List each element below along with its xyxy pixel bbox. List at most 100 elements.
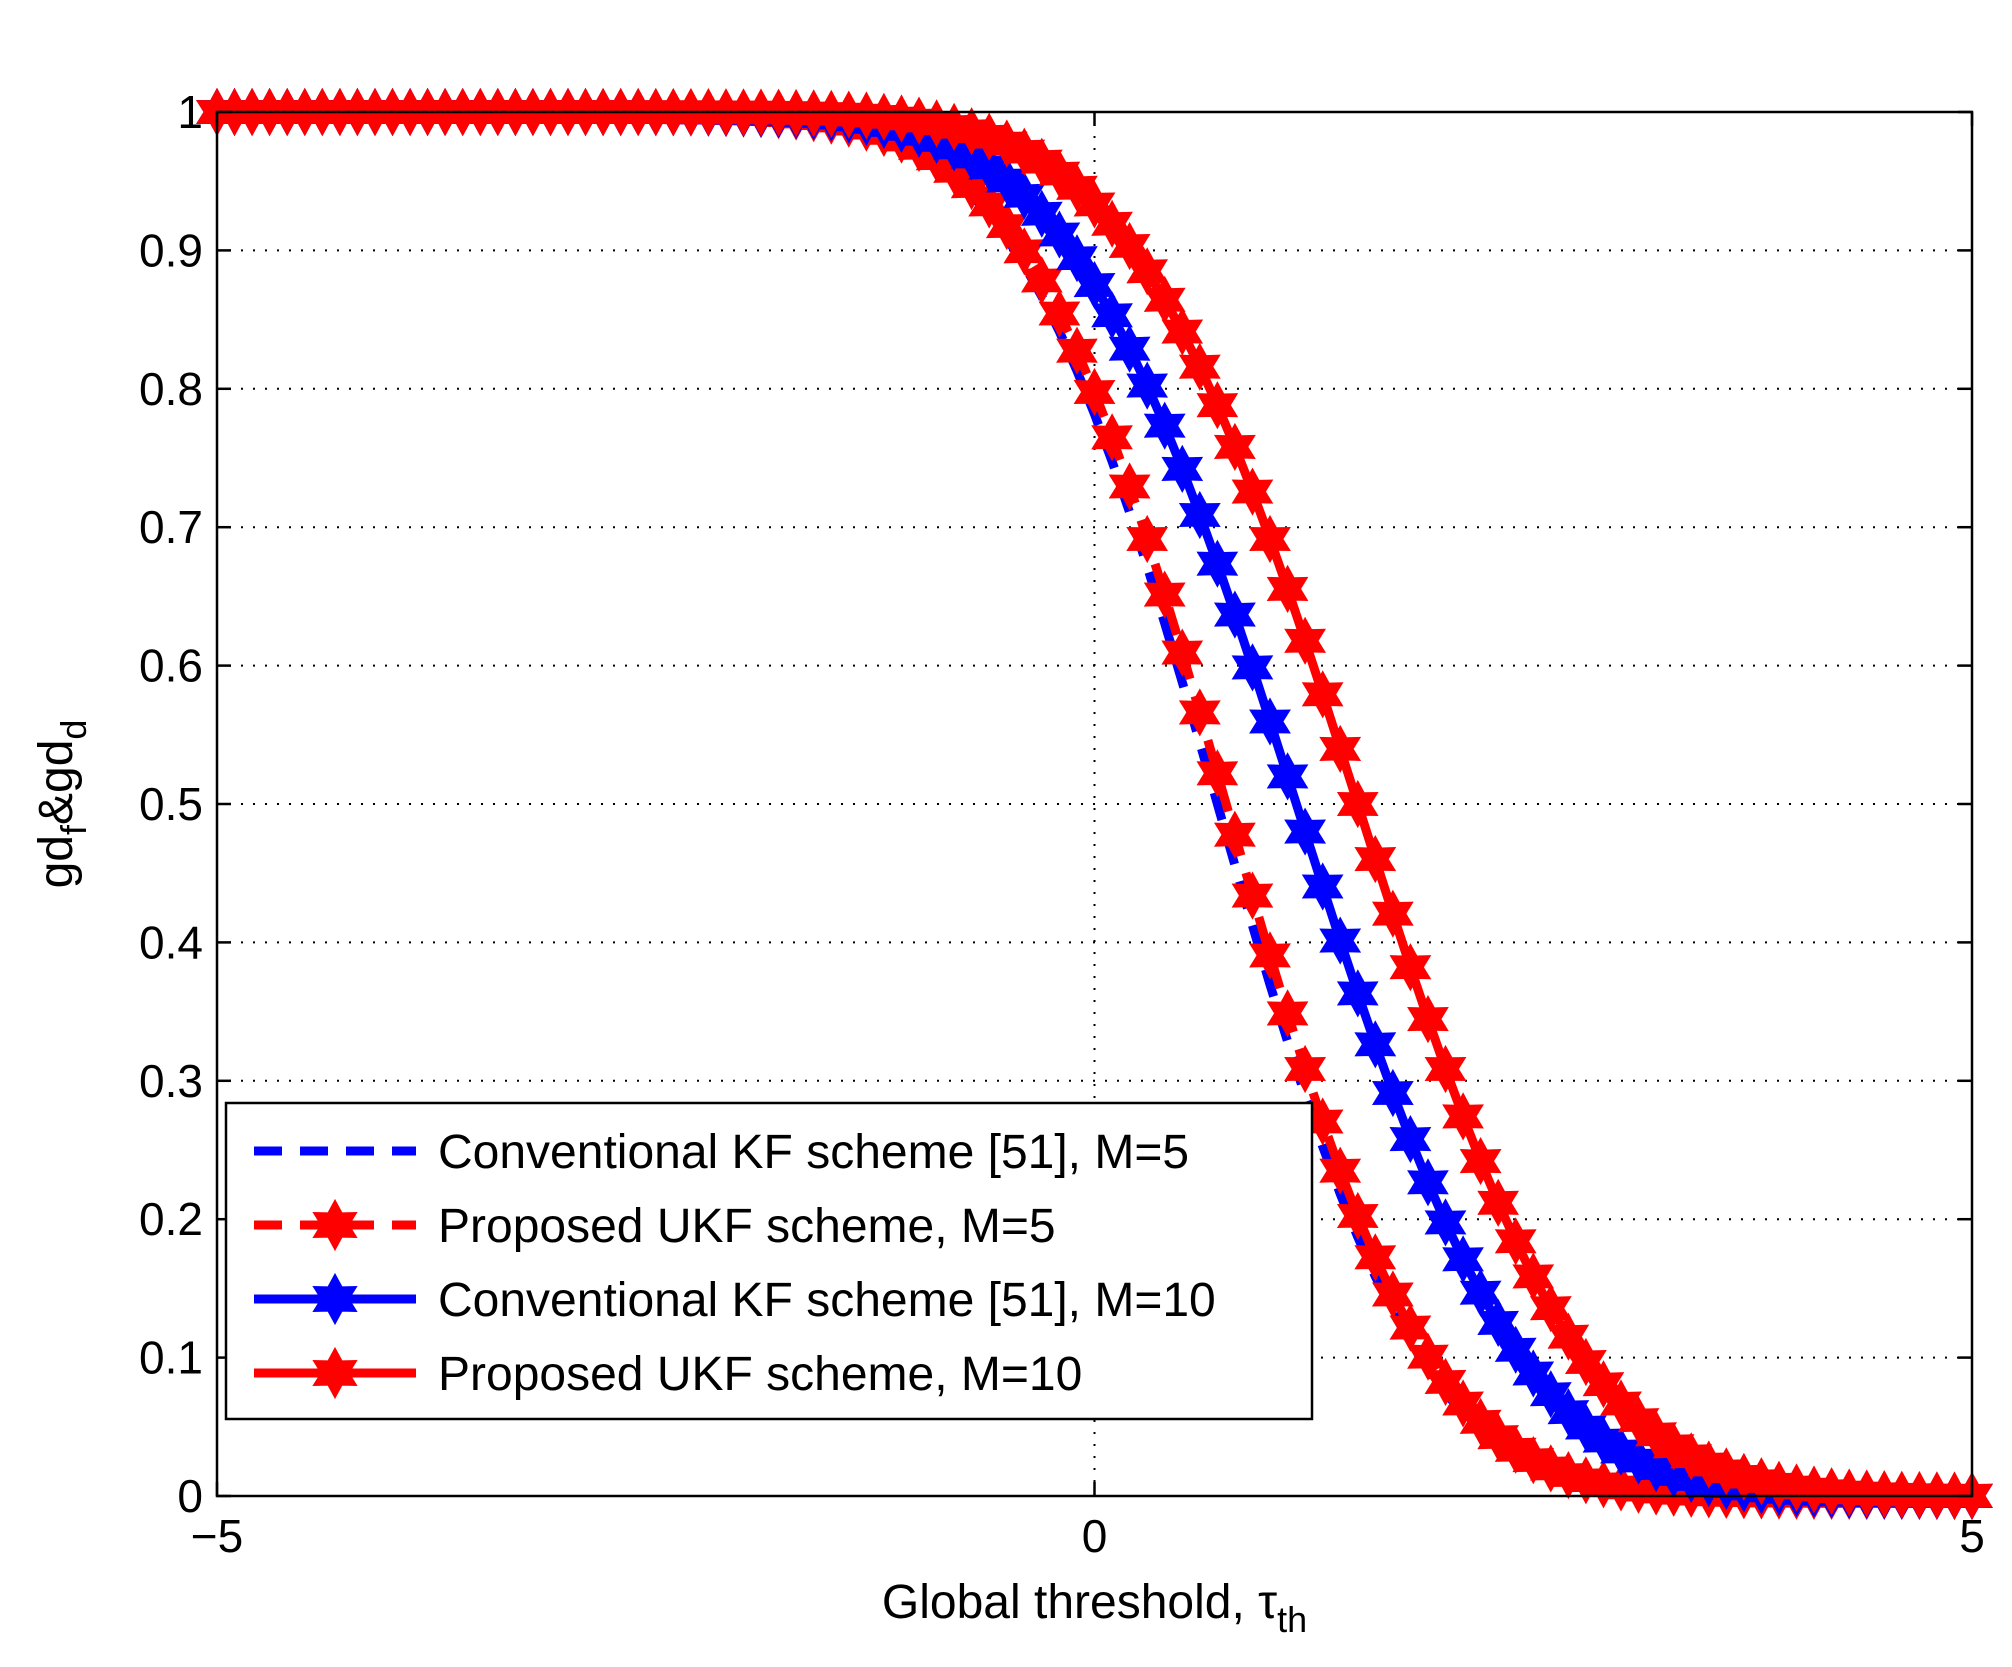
data-point-marker [1056,326,1098,375]
legend-marker [312,1272,358,1326]
y-tick-label: 1 [177,86,203,138]
data-point-marker [1564,1337,1607,1387]
data-point-marker [1407,1332,1449,1381]
data-point-marker [1143,401,1186,450]
data-point-marker [1494,1325,1537,1374]
data-point-marker [1319,724,1362,773]
x-axis-title-subscript: th [1277,1599,1307,1640]
data-point-marker [1600,1379,1642,1428]
data-point-marker [1301,670,1344,719]
data-point-marker [1108,221,1151,271]
data-point-marker [1178,490,1221,540]
data-point-marker [1547,1312,1590,1361]
data-point-marker [1196,749,1239,798]
y-tick-label: 0.2 [139,1193,203,1245]
data-point-marker [1249,931,1291,980]
data-point-marker [1407,995,1449,1044]
data-point-marker [1213,810,1256,859]
x-tick-label: −5 [191,1510,243,1562]
data-point-marker [1494,1217,1537,1266]
x-tick-label: 0 [1082,1510,1108,1562]
data-point-marker [1143,570,1186,619]
data-point-marker [1424,1044,1467,1094]
y-tick-label: 0.9 [139,224,203,276]
data-point-marker [1529,1284,1572,1333]
data-point-marker [1249,514,1291,564]
legend-label: Conventional KF scheme [51], M=5 [438,1126,1189,1179]
data-point-marker [1319,1146,1362,1195]
y-tick-label: 0.7 [139,501,203,553]
y-axis-title: gdf&gdd [30,720,94,889]
data-point-marker [1301,862,1344,911]
legend: Conventional KF scheme [51], M=5 Proposed… [224,1101,1314,1421]
data-point-marker [1284,807,1327,856]
y-tick-label: 0.5 [139,778,203,830]
legend-item: Proposed UKF scheme, M=5 [254,1198,1056,1253]
legend-marker [312,1198,358,1252]
data-point-marker [1442,1379,1484,1428]
legend-box [224,1101,1314,1421]
data-point-marker [1056,163,1098,212]
data-point-marker [1371,889,1414,938]
legend-label: Proposed UKF scheme, M=10 [438,1348,1082,1401]
data-point-marker [1231,871,1274,920]
data-point-marker [1266,564,1309,613]
data-point-marker [1582,1360,1625,1409]
data-point-marker [1266,989,1309,1038]
data-point-marker [1477,1178,1520,1227]
data-point-marker [1354,835,1397,884]
data-point-marker [1073,367,1116,417]
data-point-marker [1213,422,1256,471]
data-point-marker [1178,688,1221,737]
data-point-marker [1126,247,1169,296]
data-point-marker [1284,1044,1327,1094]
data-point-marker [1161,307,1204,356]
data-point-marker [1126,361,1169,410]
y-tick-label: 0.6 [139,640,203,692]
data-point-marker [1354,1020,1397,1069]
x-tick-label: 5 [1959,1510,1985,1562]
data-point-marker [1073,180,1116,229]
data-point-marker [1091,199,1133,248]
data-point-marker [1477,1298,1520,1347]
legend-item: Conventional KF scheme [51], M=10 [254,1272,1216,1327]
data-point-marker [1196,381,1239,430]
data-point-marker [1529,1370,1572,1419]
data-point-marker [1213,590,1256,639]
data-point-marker [1424,1357,1467,1406]
data-point-marker [1424,1198,1467,1247]
data-point-marker [1407,1158,1449,1207]
y-axis-title-subscript: f [53,824,94,835]
data-point-marker [1108,462,1151,511]
y-tick-label: 0.4 [139,916,203,968]
x-axis-title: Global threshold, τth [882,1576,1307,1640]
x-axis-title-main: Global threshold, τ [882,1576,1277,1629]
data-point-marker [1038,210,1081,259]
axis-labels: Global threshold, τth gdf&gdd [30,720,1307,1640]
legend-item: Conventional KF scheme [51], M=5 [254,1126,1189,1179]
y-tick-label: 0.1 [139,1332,203,1384]
y-axis-title-part: gd [30,835,83,888]
legend-marker [312,1346,358,1400]
data-point-marker [1056,234,1098,283]
data-point-marker [1336,1191,1379,1241]
data-point-marker [1196,539,1239,588]
y-tick-label: 0.8 [139,363,203,415]
data-point-marker [1126,514,1169,564]
data-point-marker [1442,1092,1484,1141]
axis-ticks: 00.10.20.30.40.50.60.70.80.91−5 0 5 [139,86,1985,1562]
data-point-marker [1459,1397,1502,1446]
data-point-marker [1231,467,1274,516]
legend-label: Conventional KF scheme [51], M=10 [438,1274,1216,1327]
data-point-marker [1020,189,1063,238]
data-point-marker [1389,943,1432,992]
data-point-marker [1284,616,1327,665]
y-tick-label: 0 [177,1470,203,1522]
data-point-marker [1371,1068,1414,1118]
data-point-marker [1459,1137,1502,1186]
data-point-marker [1336,969,1379,1018]
data-point-marker [1038,289,1081,338]
legend-item: Proposed UKF scheme, M=10 [254,1346,1082,1401]
legend-label: Proposed UKF scheme, M=5 [438,1200,1056,1253]
data-point-marker [1354,1233,1397,1282]
